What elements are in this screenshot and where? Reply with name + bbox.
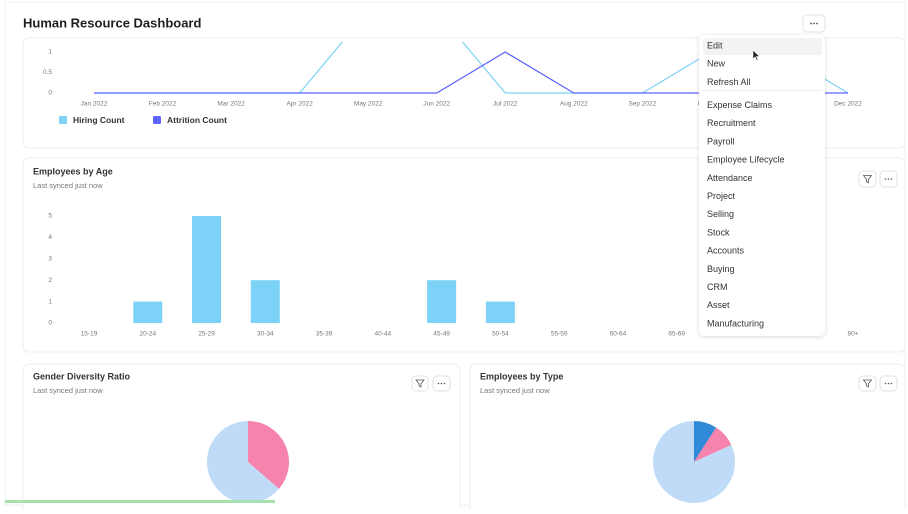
menu-item[interactable]: Buying xyxy=(707,264,735,274)
menu-item[interactable]: Employee Lifecycle xyxy=(707,155,785,165)
pie-slice xyxy=(653,421,736,503)
filter-button[interactable] xyxy=(858,170,877,188)
x-tick-label: May 2022 xyxy=(354,101,383,108)
x-tick-label: 15-19 xyxy=(81,331,98,338)
x-tick-label: Jul 2022 xyxy=(493,101,518,108)
y-tick-label: 0.5 xyxy=(43,69,52,76)
x-tick-label: 50-54 xyxy=(492,331,509,338)
legend-label: Hiring Count xyxy=(73,115,125,125)
y-tick-label: 2 xyxy=(48,277,52,284)
x-tick-label: Mar 2022 xyxy=(217,101,245,108)
pie-slice xyxy=(694,427,732,462)
type-chart xyxy=(653,421,736,503)
dropdown-menu: Edit New Refresh All Expense Claims Recruitm… xyxy=(699,35,825,336)
bar xyxy=(250,280,280,323)
x-tick-label: Apr 2022 xyxy=(286,101,313,108)
x-tick-label: Sep 2022 xyxy=(628,101,656,108)
legend-swatch xyxy=(59,116,67,124)
x-tick-label: 55-59 xyxy=(551,331,568,338)
x-tick-label: 35-39 xyxy=(316,331,333,338)
menu-item[interactable]: Attendance xyxy=(707,173,753,183)
y-tick-label: 5 xyxy=(48,213,52,220)
y-tick-label: 1 xyxy=(48,298,52,305)
menu-item[interactable]: Payroll xyxy=(707,136,735,146)
menu-highlight xyxy=(703,38,822,55)
bar xyxy=(192,216,222,323)
y-tick-label: 1 xyxy=(48,49,52,56)
menu-item[interactable]: CRM xyxy=(707,282,728,292)
more-button[interactable] xyxy=(879,170,898,188)
filter-button[interactable] xyxy=(411,375,429,392)
menu-panel xyxy=(699,35,825,336)
age-chart: 0 1 2 3 4 5 15-19 20-24 25-29 30-34 35-39 40-44 45-4… xyxy=(48,213,858,338)
card-title: Gender Diversity Ratio xyxy=(33,371,131,381)
menu-item[interactable]: Manufacturing xyxy=(707,318,764,328)
menu-item[interactable]: Accounts xyxy=(707,246,745,256)
x-tick-label: 25-29 xyxy=(198,331,215,338)
more-button[interactable] xyxy=(432,375,451,392)
dashboard-menu-button[interactable] xyxy=(802,14,826,33)
cursor xyxy=(752,49,761,61)
card-subtitle: Last synced just now xyxy=(33,181,103,190)
y-tick-label: 3 xyxy=(48,256,52,263)
x-tick-label: Jun 2022 xyxy=(423,101,450,108)
menu-item[interactable]: Refresh All xyxy=(707,77,751,87)
x-tick-label: 45-49 xyxy=(433,331,450,338)
menu-item[interactable]: Recruitment xyxy=(707,118,756,128)
more-button[interactable] xyxy=(879,375,898,392)
x-tick-label: 20-24 xyxy=(139,331,156,338)
menu-item[interactable]: Expense Claims xyxy=(707,100,773,110)
menu-item[interactable]: Edit xyxy=(707,40,723,50)
filter-button[interactable] xyxy=(858,375,877,392)
legend-label: Attrition Count xyxy=(167,115,227,125)
x-tick-label: 40-44 xyxy=(375,331,392,338)
menu-item[interactable]: New xyxy=(707,59,726,69)
card-title: Employees by Type xyxy=(480,371,563,381)
x-tick-label: 30-34 xyxy=(257,331,274,338)
bar xyxy=(133,301,163,323)
bar xyxy=(485,301,515,323)
x-tick-label: Jan 2022 xyxy=(81,101,108,108)
menu-item[interactable]: Project xyxy=(707,191,736,201)
age-card xyxy=(22,157,906,353)
x-tick-label: Dec 2022 xyxy=(834,101,862,108)
pie-slice xyxy=(694,421,717,462)
x-tick-label: Aug 2022 xyxy=(560,101,588,108)
menu-item[interactable]: Asset xyxy=(707,300,730,310)
x-tick-label: 65-69 xyxy=(668,331,685,338)
y-tick-label: 0 xyxy=(48,90,52,97)
progress-bar xyxy=(5,500,275,503)
menu-item[interactable]: Stock xyxy=(707,227,730,237)
x-tick-label: Feb 2022 xyxy=(149,101,177,108)
gender-chart xyxy=(206,421,289,503)
pie-slice xyxy=(248,421,289,489)
menu-item[interactable]: Selling xyxy=(707,209,734,219)
card-subtitle: Last synced just now xyxy=(480,386,550,395)
hiring-card xyxy=(22,37,906,149)
card-title: Employees by Age xyxy=(33,166,113,176)
y-tick-label: 0 xyxy=(48,320,52,327)
y-tick-label: 4 xyxy=(48,234,52,241)
x-tick-label: 60-64 xyxy=(610,331,627,338)
legend-swatch xyxy=(153,116,161,124)
card-subtitle: Last synced just now xyxy=(33,386,103,395)
dashboard-title: Human Resource Dashboard xyxy=(23,15,201,30)
pie-slice xyxy=(206,421,279,503)
bar xyxy=(427,280,457,323)
x-tick-label: 80+ xyxy=(847,331,858,338)
